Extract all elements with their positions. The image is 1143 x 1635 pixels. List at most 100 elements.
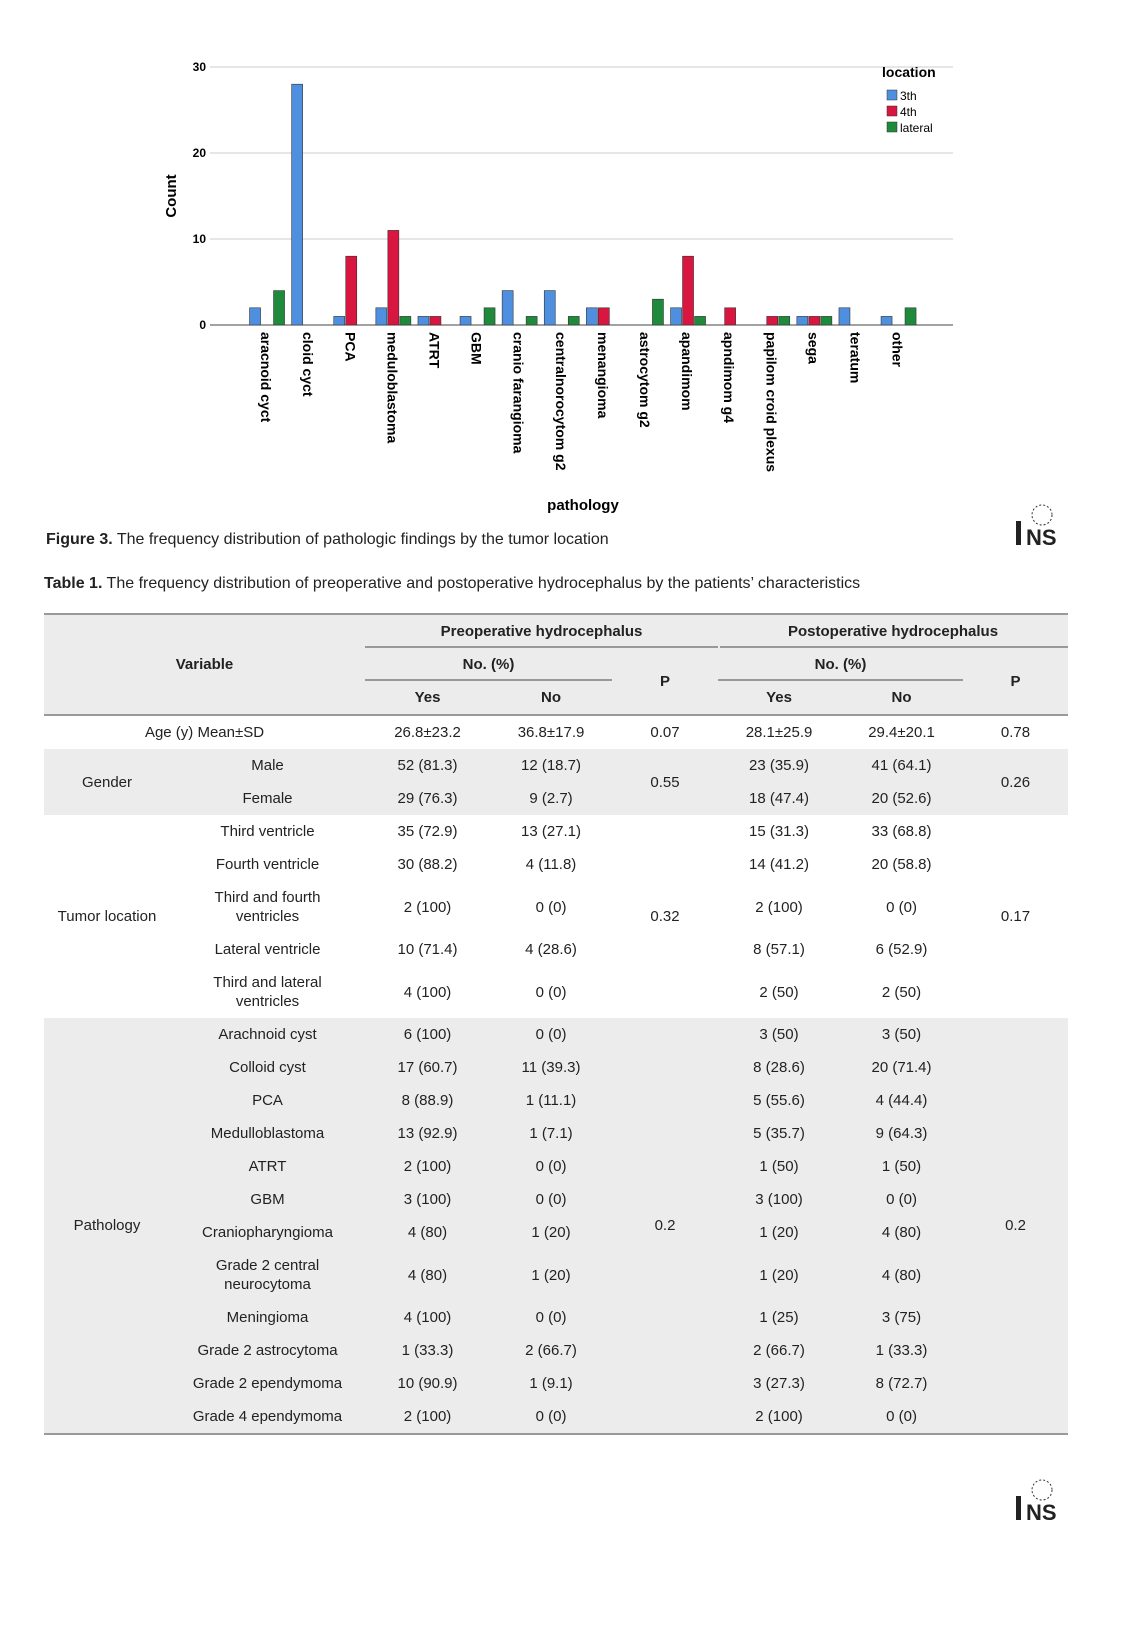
bar xyxy=(249,307,261,326)
value-cell: 1 (20) xyxy=(759,1266,799,1284)
y-tick-label: 10 xyxy=(193,232,207,246)
p-cell: 0.32 xyxy=(650,908,680,925)
table-row: Tumor location Third ventricle 35 (72.9) 13… xyxy=(44,815,1069,925)
bar xyxy=(670,307,682,326)
value-cell: 9 (64.3) xyxy=(875,1125,928,1142)
table-row: Grade 4 ependymoma 2 (100) 0 (0) 2 (100) 0 (… xyxy=(44,1400,1069,1434)
variable-cell: Colloid cyst xyxy=(229,1059,306,1076)
header-cell: No. (%) xyxy=(365,648,613,681)
logo-text: NS xyxy=(1026,1500,1057,1524)
p-cell: 0.2 xyxy=(1005,1217,1026,1234)
table-row: Lateral ventricle 10 (71.4) 4 (28.6) 8 (57.… xyxy=(44,933,1069,966)
x-axis-label: pathology xyxy=(547,497,619,514)
legend-label: 4th xyxy=(900,105,917,119)
table-row: Meningioma 4 (100) 0 (0) 1 (25) 3 (75) xyxy=(44,1301,1069,1334)
value-cell: 2 (100) xyxy=(755,898,803,916)
bar xyxy=(598,307,610,326)
value-cell: 14 (41.2) xyxy=(748,856,810,873)
table-row: Grade 2 ependymoma 10 (90.9) 1 (9.1) 3 (27.… xyxy=(44,1367,1069,1400)
bar xyxy=(567,316,580,326)
x-tick-label: PCA xyxy=(342,332,358,362)
variable-cell: PCA xyxy=(252,1092,283,1109)
bar xyxy=(796,316,809,326)
value-cell: 0 (0) xyxy=(886,898,917,916)
value-cell: 13 (27.1) xyxy=(520,823,582,840)
legend-swatch xyxy=(886,121,898,133)
table-row: Colloid cyst 17 (60.7) 11 (39.3) 8 (28.6) 20… xyxy=(44,1051,1069,1084)
value-cell: 4 (28.6) xyxy=(525,941,577,958)
value-cell: 0 (0) xyxy=(535,1408,567,1425)
x-tick-label: aracnoid cyct xyxy=(258,332,274,423)
bar xyxy=(652,298,664,326)
bar xyxy=(808,316,821,326)
value-cell: 0 (0) xyxy=(535,1191,567,1208)
value-cell: 0 (0) xyxy=(535,898,567,916)
bar xyxy=(880,316,893,326)
value-cell: 20 (52.6) xyxy=(871,790,932,807)
bar xyxy=(904,307,917,326)
bar xyxy=(387,230,400,326)
x-tick-label: apandimom xyxy=(679,332,695,411)
table-row: Craniopharyngioma 4 (80) 1 (20) 1 (20) 4 (80… xyxy=(44,1216,1069,1249)
table-row: Grade 2 astrocytoma 1 (33.3) 2 (66.7) 2 (66… xyxy=(44,1334,1069,1367)
value-cell: 2 (50) xyxy=(881,983,922,1001)
x-tick-label: centralnorocytom g2 xyxy=(553,332,569,471)
value-cell: 2 (100) xyxy=(755,1408,803,1425)
value-cell: 17 (60.7) xyxy=(397,1059,458,1076)
variable-cell: ATRT xyxy=(248,1158,287,1175)
p-cell: 0.07 xyxy=(650,724,680,741)
value-cell: 4 (80) xyxy=(881,1224,922,1241)
value-cell: 52 (81.3) xyxy=(397,757,458,774)
value-cell: 10 (71.4) xyxy=(397,941,458,958)
bar xyxy=(483,307,496,326)
caption-label: Figure 3. xyxy=(46,531,113,548)
value-cell: 4 (80) xyxy=(407,1224,448,1241)
p-cell: 0.17 xyxy=(1000,908,1031,925)
value-cell: 41 (64.1) xyxy=(871,757,932,774)
bar xyxy=(543,290,556,326)
value-cell: 4 (80) xyxy=(407,1266,448,1284)
legend-label: 3th xyxy=(900,89,917,103)
variable-cell: Grade 4 ependymoma xyxy=(192,1408,343,1425)
value-cell: 35 (72.9) xyxy=(397,823,458,840)
logo-text: NS xyxy=(1026,525,1057,549)
table-row: Third and lateral ventricles 4 (100) 0 (0)… xyxy=(44,966,1069,1018)
p-cell: 0.26 xyxy=(1000,773,1031,791)
caption-text: The frequency distribution of pathologic… xyxy=(116,531,609,548)
bar xyxy=(778,316,791,326)
figure-caption: Figure 3. The frequency distribution of … xyxy=(46,531,609,549)
p-cell: 0.55 xyxy=(650,773,680,791)
header-cell: No xyxy=(490,681,613,716)
value-cell: 4 (11.8) xyxy=(525,856,577,873)
x-tick-label: ATRT xyxy=(426,332,442,369)
variable-cell: Lateral ventricle xyxy=(214,941,321,958)
header-cell: Variable xyxy=(44,613,366,716)
bar xyxy=(429,316,442,326)
x-tick-label: sega xyxy=(805,332,821,364)
value-cell: 3 (27.3) xyxy=(753,1375,805,1392)
value-cell: 0 (0) xyxy=(535,1026,567,1043)
legend-label: lateral xyxy=(900,121,933,135)
header-cell: P xyxy=(612,648,719,716)
table-row: Gender Male 52 (81.3) 12 (18.7) 0.55 23 (35.9… xyxy=(44,749,1069,791)
bar xyxy=(273,290,285,326)
logo-bar xyxy=(1016,1496,1021,1520)
table-row: PCA 8 (88.9) 1 (11.1) 5 (55.6) 4 (44.4) xyxy=(44,1084,1069,1117)
variable-cell: Craniopharyngioma xyxy=(202,1224,333,1241)
value-cell: 3 (100) xyxy=(403,1191,452,1208)
value-cell: 0 (0) xyxy=(886,1408,917,1425)
value-cell: 8 (88.9) xyxy=(401,1092,454,1109)
value-cell: 4 (100) xyxy=(403,983,452,1001)
table: Variable Preoperative hydrocephalus Postop… xyxy=(44,613,1069,1435)
header-cell: No. (%) xyxy=(718,648,964,681)
variable-cell: Arachnoid cyst xyxy=(218,1026,317,1043)
value-cell: 11 (39.3) xyxy=(521,1059,581,1076)
value-cell: 28.1±25.9 xyxy=(745,724,813,741)
value-cell: 1 (20) xyxy=(759,1224,799,1241)
variable-cell: Third and lateral ventricles xyxy=(213,974,322,1010)
bar xyxy=(724,307,736,326)
y-tick-label: 30 xyxy=(193,60,207,74)
value-cell: 8 (72.7) xyxy=(875,1375,928,1392)
logo-tree xyxy=(1031,504,1053,526)
